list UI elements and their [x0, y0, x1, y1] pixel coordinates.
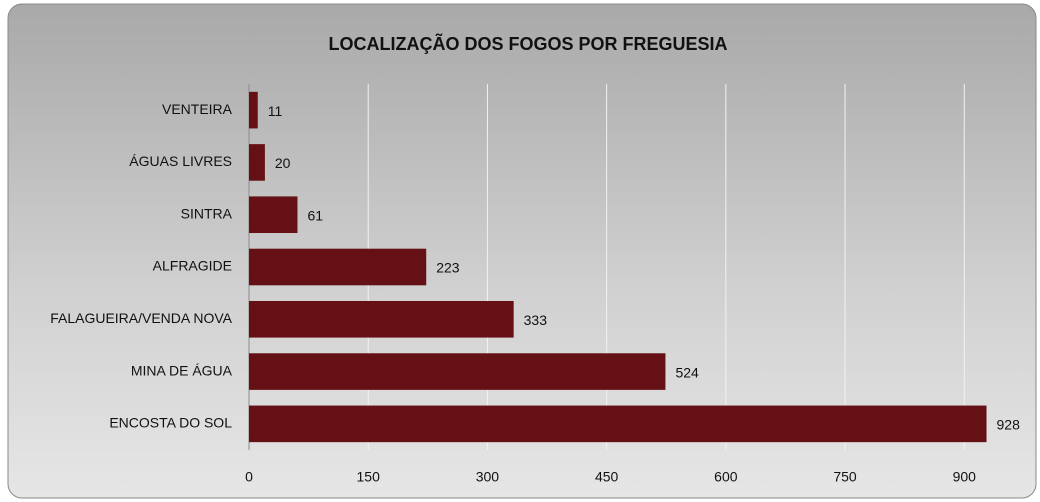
- y-tick-label: VENTEIRA: [162, 101, 233, 117]
- data-label: 20: [275, 155, 291, 171]
- bar: [249, 300, 514, 338]
- y-tick-label: SINTRA: [181, 205, 233, 221]
- x-tick-label: 0: [245, 469, 253, 485]
- data-label: 223: [436, 260, 460, 276]
- bar: [249, 91, 258, 129]
- x-tick-label: 600: [714, 469, 738, 485]
- bar: [249, 405, 987, 443]
- data-label: 11: [268, 103, 283, 119]
- bar: [249, 353, 666, 390]
- y-tick-label: FALAGUEIRA/VENDA NOVA: [50, 310, 232, 326]
- data-label: 928: [997, 417, 1021, 433]
- x-tick-label: 450: [595, 469, 619, 485]
- data-label: 524: [675, 364, 699, 380]
- chart-title: LOCALIZAÇÃO DOS FOGOS POR FREGUESIA: [328, 33, 727, 54]
- y-tick-label: MINA DE ÁGUA: [131, 362, 233, 378]
- y-tick-label: ÁGUAS LIVRES: [129, 153, 232, 169]
- x-tick-label: 900: [953, 469, 977, 485]
- bar: [249, 196, 298, 234]
- bar: [249, 144, 265, 181]
- y-tick-label: ENCOSTA DO SOL: [109, 415, 232, 431]
- y-tick-label: ALFRAGIDE: [153, 258, 232, 274]
- x-tick-label: 150: [357, 469, 381, 485]
- data-label: 61: [307, 207, 323, 223]
- x-tick-label: 750: [833, 469, 857, 485]
- data-label: 333: [524, 312, 548, 328]
- x-tick-label: 300: [476, 469, 500, 485]
- bar: [249, 248, 427, 286]
